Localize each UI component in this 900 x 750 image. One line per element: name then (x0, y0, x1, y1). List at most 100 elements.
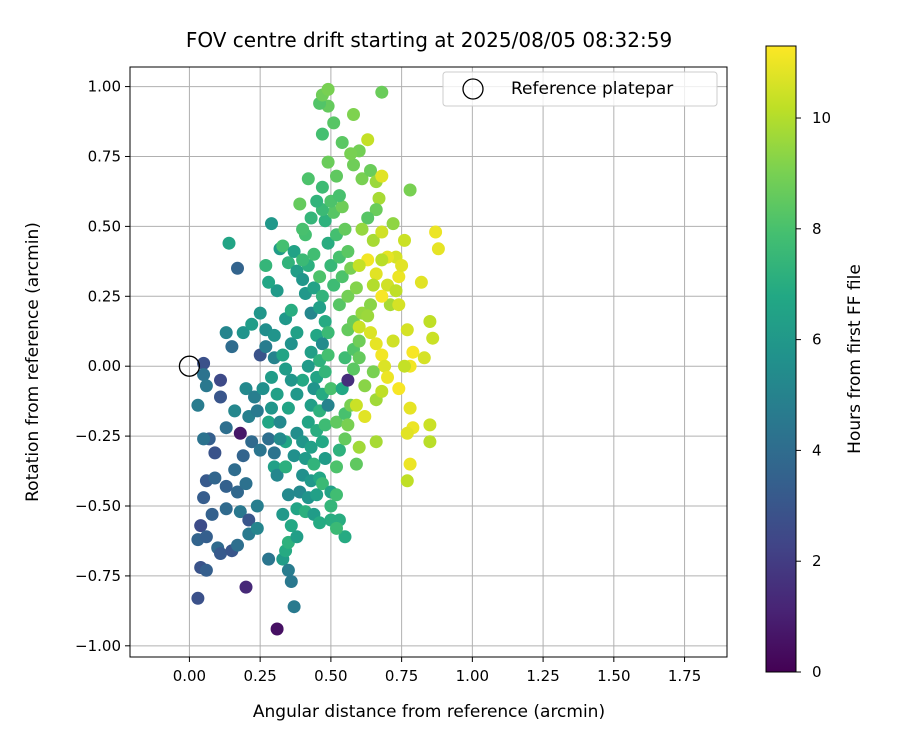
data-point (301, 415, 315, 429)
data-point (199, 530, 213, 544)
data-point (197, 491, 211, 505)
legend[interactable]: Reference platepar (442, 71, 718, 107)
data-point (327, 278, 341, 292)
data-point (426, 331, 440, 345)
data-point (205, 507, 219, 521)
y-axis-label: Rotation from reference (arcmin) (23, 222, 43, 502)
data-point (265, 401, 278, 415)
data-point (290, 326, 304, 340)
data-point (222, 236, 236, 250)
data-point (347, 108, 360, 121)
data-point (414, 275, 428, 289)
data-point (403, 401, 417, 415)
data-point (318, 214, 332, 228)
data-point (214, 547, 227, 560)
data-point (355, 172, 369, 186)
colorbar-tick-label: 0 (812, 663, 822, 681)
data-point (253, 306, 267, 320)
data-point (290, 387, 304, 401)
data-point (398, 359, 411, 373)
data-point (284, 373, 298, 387)
data-point (270, 622, 284, 636)
data-point (262, 552, 276, 566)
data-point (284, 337, 298, 351)
data-point (304, 211, 318, 225)
data-point (315, 337, 329, 351)
data-point (369, 267, 383, 281)
data-point (270, 468, 284, 482)
legend-frame (442, 71, 718, 107)
colorbar-tick-label: 2 (812, 552, 822, 570)
data-point (423, 315, 437, 328)
data-point (231, 485, 244, 499)
data-point (423, 435, 437, 449)
data-point (219, 326, 233, 340)
data-point (341, 245, 355, 258)
data-point (318, 365, 332, 379)
x-tick-label: 1.25 (526, 667, 559, 685)
data-point (321, 236, 335, 250)
data-point (315, 289, 329, 303)
data-point (265, 370, 278, 384)
data-point (364, 164, 377, 177)
data-point (327, 116, 341, 130)
data-point (287, 245, 301, 258)
data-point (191, 591, 205, 605)
data-point (361, 133, 375, 147)
colorbar-label: Hours from first FF file (845, 264, 865, 454)
data-point (332, 443, 346, 457)
x-tick-label: 1.75 (668, 667, 701, 685)
data-point (233, 505, 247, 519)
data-point (256, 382, 270, 396)
data-point (386, 334, 400, 348)
data-point (324, 499, 338, 513)
data-point (392, 382, 406, 396)
colorbar-tick-label: 10 (812, 109, 831, 127)
data-point (341, 289, 355, 303)
y-tick-label: −0.75 (75, 567, 121, 585)
data-point (281, 563, 295, 577)
data-point (400, 474, 414, 488)
data-point (400, 323, 414, 337)
data-point (273, 432, 287, 446)
data-point (352, 334, 366, 348)
data-point (304, 440, 318, 454)
data-point (375, 85, 389, 99)
data-point (197, 356, 211, 370)
data-point (315, 435, 329, 449)
data-point (366, 365, 380, 379)
data-point (431, 242, 445, 256)
colorbar: 0 2 4 6 8 10 Hours from first FF file (765, 45, 865, 681)
data-point (296, 253, 310, 267)
data-point (332, 298, 346, 312)
data-point (423, 418, 437, 432)
data-point (324, 382, 338, 396)
data-point (369, 203, 383, 217)
data-point (321, 348, 335, 362)
data-point (267, 328, 281, 342)
data-point (330, 521, 343, 535)
data-point (375, 289, 389, 303)
data-point (315, 127, 329, 141)
data-point (250, 521, 264, 535)
data-points (191, 82, 445, 636)
data-point (315, 180, 329, 194)
data-point (366, 233, 380, 247)
data-point (330, 169, 343, 183)
x-tick-label: 0.75 (385, 667, 418, 685)
y-tick-label: −1.00 (75, 637, 121, 655)
data-point (270, 284, 284, 298)
data-point (318, 315, 332, 328)
data-point (366, 278, 380, 292)
data-point (310, 194, 324, 208)
data-point (381, 370, 394, 384)
data-point (395, 259, 409, 272)
data-point (208, 446, 222, 460)
plot-frame (129, 66, 728, 658)
data-point (361, 309, 375, 323)
data-point (287, 600, 301, 614)
data-point (344, 147, 358, 161)
data-point (225, 340, 239, 354)
data-point (375, 384, 389, 398)
